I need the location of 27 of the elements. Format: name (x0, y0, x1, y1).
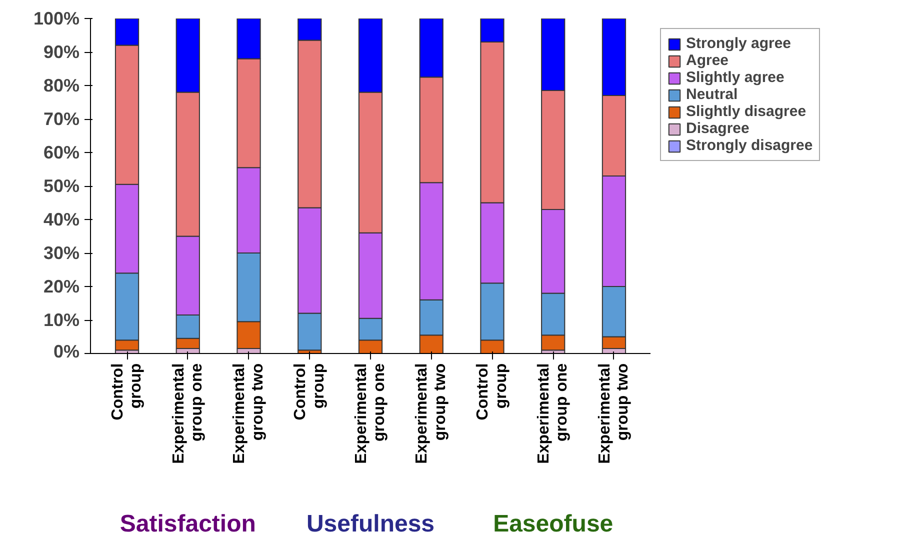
x-tick-label: Experimental group two (231, 363, 266, 464)
legend-label: Disagree (686, 120, 750, 137)
y-tick-label: 40% (43, 210, 80, 230)
x-tick-label: Experimental group two (414, 363, 449, 464)
y-tick-label: 100% (33, 8, 80, 28)
y-tick-label: 50% (43, 176, 80, 196)
y-tick-label: 70% (43, 109, 80, 129)
x-tick-label: Control group (109, 363, 145, 420)
y-tick-label: 0% (53, 342, 80, 362)
legend-label: Slightly agree (686, 69, 784, 86)
x-tick-label: Experimental group two (596, 363, 632, 464)
y-tick-label: 20% (43, 276, 80, 296)
y-tick-label: 10% (43, 310, 80, 330)
text: Satisfaction (120, 510, 256, 538)
legend-label: Strongly agree (686, 35, 792, 52)
y-tick-label: 90% (43, 42, 80, 62)
legend-label: Neutral (686, 86, 738, 103)
text: Usefulness (306, 510, 435, 538)
y-tick-label: 30% (43, 243, 80, 263)
legend-label: Slightly disagree (686, 103, 806, 120)
y-tick-label: 60% (43, 142, 80, 162)
y-tick-label: 80% (43, 76, 80, 96)
legend-label: Agree (686, 52, 729, 69)
text: Easeofuse (493, 510, 614, 538)
legend-label: Strongly disagree (686, 137, 813, 154)
x-tick-label: Control group (474, 363, 510, 420)
x-tick-label: Control group (292, 363, 328, 420)
